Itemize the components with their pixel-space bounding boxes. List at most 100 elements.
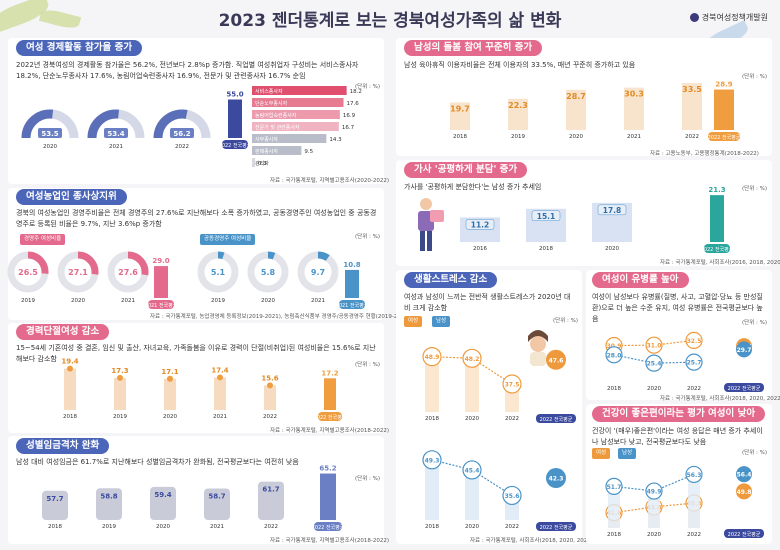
gauge-value: 56.2: [173, 130, 190, 138]
gauge-value-box: [170, 128, 194, 138]
paternity-source: 자료 : 고용노동부, 고용행정통계(2018-2022): [650, 151, 759, 157]
section-title-farm: 여성농업인 종사상지위: [16, 189, 127, 205]
year-label: 2020: [43, 144, 57, 150]
section-title-paternity: 남성의 돌봄 참여 꾸준히 증가: [404, 40, 543, 56]
career-value: 17.1: [161, 368, 178, 376]
farm-source: 자료 : 국가통계포털, 농업경영체 등록정보(2019-2021), 농림축산…: [150, 314, 411, 320]
national-value: 47.6: [549, 357, 564, 364]
year-label: 2021: [121, 298, 135, 304]
wage-desc: 남성 대비 여성임금은 61.7%로 지난해보다 성별임금격차가 완화됨, 전국…: [16, 458, 299, 466]
paternity-value: 22.3: [508, 101, 528, 110]
year-label: 2022: [264, 524, 278, 530]
national-label: 2022 전국평균: [540, 416, 573, 423]
housework-value-box: [531, 210, 561, 222]
career-point: [217, 374, 223, 381]
national-point: [736, 341, 752, 358]
labor-source: 자료 : 국가통계포털, 지역별고용조사(2020-2022): [270, 178, 390, 184]
national-point: [736, 466, 752, 483]
morbidity-desc: 여성이 남성보다 유병률(질병, 사고, 고혈압·당뇨 등 만성질환)으로 더 …: [592, 293, 763, 323]
section-title-stress: 생활스트레스 감소: [404, 272, 498, 288]
series-point: [645, 354, 663, 372]
stress-legend-male: 남성: [432, 316, 451, 327]
year-label: 2022: [685, 134, 699, 140]
national-label: 2021 전국평균: [336, 302, 369, 309]
year-label: 2021: [210, 524, 224, 530]
year-label: 2022: [505, 524, 519, 530]
morbidity-source: 자료 : 국가통계포털, 사회조사(2018, 2020, 2022): [660, 396, 780, 402]
year-label: 2020: [569, 134, 583, 140]
stress-source: 자료 : 국가통계포털, 사회조사(2018, 2020, 2022): [470, 538, 593, 544]
wage-bar: [258, 481, 284, 520]
health-legend-female: 여성: [592, 448, 611, 459]
national-value-label: 21.3: [708, 186, 725, 194]
national-label: 2022 전국평균: [314, 414, 347, 421]
occupation-value: 17.6: [347, 101, 360, 107]
year-label: 2020: [647, 386, 661, 392]
national-badge: [314, 522, 342, 531]
donut-value: 5.1: [211, 268, 226, 277]
housework-value: 11.2: [471, 220, 490, 229]
chart-lfp: 53.5 2020 53.4 2021 56.2 2022 55.0 2022 전국평균: [21, 91, 252, 150]
career-point: [117, 374, 123, 381]
occupation-value: 9.5: [304, 149, 313, 155]
health-unit: (단위 : %): [742, 450, 767, 456]
chart-morbidity: 30.931.032.528.025.425.720182020202230.7…: [605, 331, 764, 392]
housework-desc: 가사를 '공평하게 분담한다'는 남성 증가 추세임: [404, 183, 542, 191]
series-value: 32.5: [687, 338, 702, 345]
career-point: [167, 375, 173, 382]
national-label: 2022 전국평균: [312, 524, 345, 531]
stress-point: [462, 348, 482, 368]
year-label: 2018: [607, 532, 621, 538]
wage-value: 58.7: [208, 492, 225, 500]
national-label: 2022 전국평균: [728, 385, 761, 392]
national-label: 2022 전국평균: [708, 134, 741, 141]
national-badge: [704, 244, 730, 253]
panel-morbidity: [586, 270, 772, 400]
year-label: 2020: [71, 298, 85, 304]
wage-unit: (단위 : %): [355, 476, 380, 482]
stress-bar: [425, 459, 439, 520]
year-label: 2020: [261, 298, 275, 304]
national-badge: [339, 300, 365, 309]
donut-fill: [127, 251, 149, 276]
paternity-bar: [566, 89, 586, 130]
org-name: 경북여성정책개발원: [701, 13, 768, 22]
wage-value: 59.4: [154, 491, 171, 499]
career-bar: [264, 385, 276, 410]
career-value: 17.4: [211, 366, 228, 374]
occupation-label: 농림어업숙련종사자: [255, 112, 297, 119]
paternity-bar: [450, 102, 470, 130]
gauge-fill: [21, 109, 54, 139]
series-point: [605, 346, 623, 364]
national-value-label: 55.0: [226, 91, 243, 99]
national-bar: [714, 89, 734, 130]
national-bar: [324, 378, 336, 410]
national-label: 2021 전국평균: [145, 302, 178, 309]
career-bar: [214, 377, 226, 410]
national-label: 2022 전국평균: [540, 524, 573, 531]
series-value: 25.7: [687, 360, 702, 367]
stress-value: 37.5: [505, 382, 520, 389]
national-badge: [724, 383, 764, 392]
stress-bar: [465, 469, 479, 520]
series-value: 56.3: [687, 472, 702, 479]
national-badge: [536, 414, 576, 423]
series-point: [605, 477, 623, 495]
career-bar: [164, 378, 176, 410]
laundry-basket: [430, 210, 444, 222]
career-value: 17.3: [111, 367, 128, 375]
series-point: [685, 465, 703, 484]
occupation-bar: [252, 86, 347, 95]
donut-fill: [317, 251, 330, 262]
wage-source: 자료 : 국가통계포털, 지역별고용조사(2018-2022): [270, 538, 390, 544]
gauge-value: 53.4: [107, 130, 124, 138]
gauge-fill: [153, 109, 188, 139]
national-badge: [536, 522, 576, 531]
donut-value: 26.5: [18, 268, 38, 277]
person-head: [420, 198, 432, 210]
occupation-value: 0.3: [258, 161, 267, 167]
year-label: 2018: [63, 414, 77, 420]
chart-paternity: 19.7 2018 22.3 2019 28.7 2020 30.3 2021 33.5 2022…: [450, 81, 741, 141]
career-value: 15.6: [261, 374, 278, 382]
occupation-label: 관리자: [255, 160, 269, 167]
